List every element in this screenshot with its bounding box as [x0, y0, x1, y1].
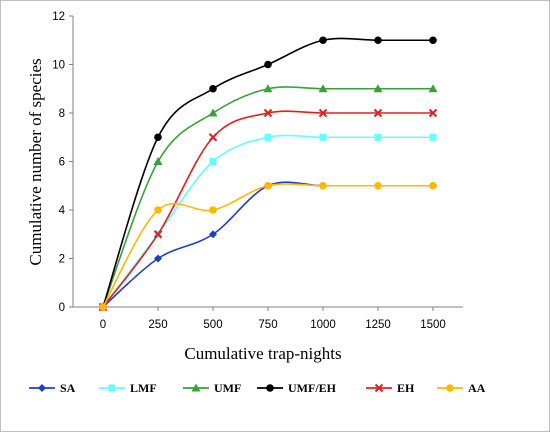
legend-label: EH — [397, 381, 415, 395]
legend-item: UMF — [183, 381, 241, 395]
legend-item: EH — [366, 381, 415, 395]
x-tick-label: 250 — [148, 319, 167, 331]
data-point — [153, 230, 163, 239]
data-point — [318, 84, 328, 93]
series-aa — [99, 181, 437, 311]
series-umf — [98, 84, 438, 311]
data-point — [209, 158, 217, 165]
data-point — [208, 108, 218, 117]
series-umf-eh — [99, 36, 437, 311]
axes: 0 2 4 6 8 10 12 0 250 500 750 1000 1250 1500 — [52, 11, 463, 331]
data-point — [209, 230, 217, 239]
data-point — [429, 133, 437, 141]
x-tick-label: 750 — [258, 319, 277, 331]
data-point — [263, 84, 273, 93]
data-point — [319, 181, 327, 190]
x-tick-label: 500 — [203, 319, 222, 331]
y-tick-label: 0 — [59, 302, 65, 314]
legend-item: UMF/EH — [257, 381, 337, 395]
legend-swatch-marker — [374, 383, 384, 393]
series-layer — [98, 36, 438, 312]
legend-item: SA — [29, 381, 76, 395]
legend-label: SA — [60, 381, 76, 395]
data-point — [264, 133, 272, 141]
legend-item: LMF — [99, 381, 157, 395]
y-tick-label: 4 — [59, 205, 66, 217]
data-point — [374, 133, 382, 141]
data-point — [428, 108, 438, 118]
data-point — [264, 181, 272, 190]
legend: SA LMF UMF UMF/EH EH AA — [29, 381, 486, 395]
legend-swatch-marker — [108, 384, 116, 392]
legend-label: AA — [468, 381, 486, 395]
data-point — [208, 133, 218, 142]
data-point — [374, 36, 382, 45]
legend-swatch-marker — [38, 384, 46, 392]
data-point — [99, 303, 107, 311]
x-tick-label: 1500 — [420, 319, 446, 331]
legend-item: AA — [437, 381, 486, 395]
series-lmf — [99, 133, 437, 311]
y-tick-label: 10 — [52, 60, 65, 72]
legend-swatch-marker — [191, 383, 201, 392]
y-tick-label: 12 — [52, 11, 65, 23]
data-point — [263, 108, 273, 118]
data-point — [319, 36, 327, 45]
data-point — [264, 60, 272, 69]
legend-swatch-marker — [266, 384, 274, 392]
series-line — [102, 134, 433, 308]
series-line — [102, 86, 433, 308]
data-point — [373, 108, 383, 118]
series-line — [102, 183, 433, 308]
data-point — [209, 206, 217, 214]
data-point — [373, 84, 383, 93]
legend-label: LMF — [130, 381, 157, 395]
data-point — [429, 36, 437, 45]
data-point — [318, 108, 328, 118]
x-axis-title: Cumulative trap-nights — [184, 344, 341, 363]
y-tick-label: 2 — [59, 254, 65, 266]
data-point — [154, 206, 162, 214]
data-point — [154, 133, 162, 142]
y-tick-label: 6 — [59, 157, 65, 169]
data-point — [319, 133, 327, 141]
data-point — [154, 254, 162, 263]
x-tick-label: 1250 — [365, 319, 391, 331]
legend-label: UMF/EH — [288, 381, 337, 395]
data-point — [429, 181, 437, 190]
y-tick-label: 8 — [59, 108, 65, 120]
legend-label: UMF — [214, 381, 241, 395]
series-line — [102, 181, 433, 308]
x-tick-label: 1000 — [310, 319, 336, 331]
x-tick-label: 0 — [100, 319, 106, 331]
legend-swatch-marker — [446, 384, 454, 392]
y-axis-title: Cumulative number of species — [26, 58, 45, 265]
data-point — [428, 84, 438, 93]
data-point — [153, 157, 163, 165]
data-point — [209, 84, 217, 93]
data-point — [374, 181, 382, 190]
